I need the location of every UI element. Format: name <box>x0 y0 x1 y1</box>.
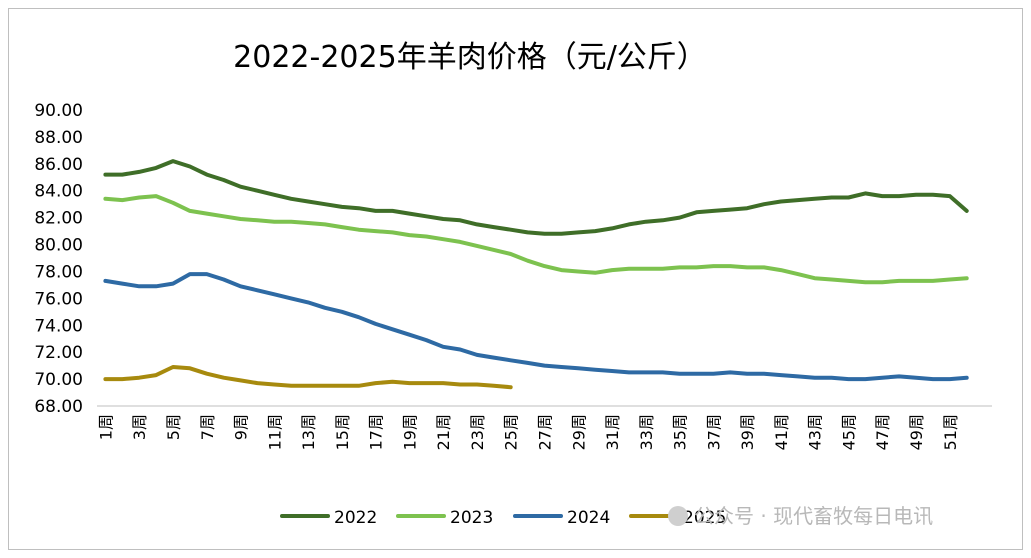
y-tick-label: 68.00 <box>34 397 83 417</box>
y-tick-label: 80.00 <box>34 236 83 256</box>
x-tick-label: 5周 <box>164 414 183 440</box>
watermark: 公众号 · 现代畜牧每日电讯 <box>668 500 933 529</box>
series-line-2023 <box>103 194 969 285</box>
x-tick-label: 25周 <box>502 414 521 450</box>
x-tick-label: 15周 <box>333 414 352 450</box>
legend-label-2024: 2024 <box>567 508 610 528</box>
y-tick-label: 86.00 <box>34 155 83 175</box>
y-tick-label: 90.00 <box>34 101 83 121</box>
series-line-2022 <box>103 159 969 236</box>
x-tick-label: 23周 <box>468 414 487 450</box>
y-axis: 68.00 70.00 72.00 74.00 76.00 78.00 80.00 82.00… <box>34 101 83 417</box>
x-tick-label: 39周 <box>738 414 757 450</box>
legend-label-2023: 2023 <box>450 508 493 528</box>
y-tick-label: 70.00 <box>34 370 83 390</box>
x-tick-label: 13周 <box>299 414 318 450</box>
x-tick-label: 29周 <box>569 414 588 450</box>
x-axis: 1周 3周 5周 7周 9周 11周 13周 15周 17周 19周 21周 23周 25周 27周 29周… <box>96 405 992 450</box>
legend-label-2025: 2025 <box>683 508 726 528</box>
x-tick-label: 19周 <box>400 414 419 450</box>
series-line-2024 <box>103 272 969 382</box>
y-tick-label: 78.00 <box>34 262 83 282</box>
y-tick-label: 82.00 <box>34 209 83 229</box>
x-tick-label: 33周 <box>637 414 656 450</box>
y-tick-label: 74.00 <box>34 316 83 336</box>
y-tick-label: 84.00 <box>34 182 83 202</box>
legend-label-2022: 2022 <box>334 508 377 528</box>
chart-title: 2022-2025年羊肉价格（元/公斤） <box>233 40 707 75</box>
x-tick-label: 31周 <box>603 414 622 450</box>
legend: 2022 2023 2024 2025 <box>280 508 726 528</box>
watermark-text: 公众号 · 现代畜牧每日电讯 <box>694 504 934 528</box>
y-tick-label: 76.00 <box>34 289 83 309</box>
x-tick-label: 21周 <box>434 414 453 450</box>
y-tick-label: 72.00 <box>34 343 83 363</box>
x-tick-label: 9周 <box>232 414 251 440</box>
series-lines <box>103 159 969 390</box>
x-tick-label: 41周 <box>772 414 791 450</box>
wechat-icon <box>668 506 688 526</box>
x-tick-label: 37周 <box>704 414 723 450</box>
x-tick-label: 3周 <box>130 414 149 440</box>
x-tick-label: 51周 <box>941 414 960 450</box>
x-tick-label: 17周 <box>367 414 386 450</box>
series-line-2025 <box>103 365 513 390</box>
x-tick-label: 27周 <box>536 414 555 450</box>
y-tick-label: 88.00 <box>34 128 83 148</box>
x-tick-label: 43周 <box>806 414 825 450</box>
x-tick-label: 11周 <box>265 414 284 450</box>
x-tick-label: 35周 <box>671 414 690 450</box>
x-tick-label: 7周 <box>198 414 217 440</box>
x-tick-label: 45周 <box>839 414 858 450</box>
x-tick-label: 1周 <box>96 414 115 440</box>
x-tick-label: 49周 <box>907 414 926 450</box>
x-tick-label: 47周 <box>873 414 892 450</box>
